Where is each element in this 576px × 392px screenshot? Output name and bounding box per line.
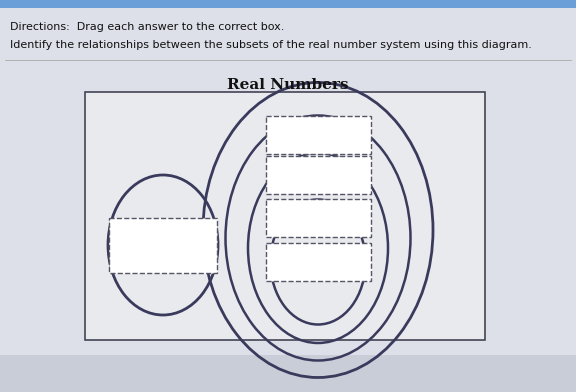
Bar (266, 199, 370, 237)
Bar (266, 116, 370, 154)
Text: Real Numbers: Real Numbers (228, 78, 348, 92)
Bar (85, 92, 485, 340)
Bar (0, 0, 576, 8)
Bar (109, 218, 217, 272)
Text: Identify the relationships between the subsets of the real number system using t: Identify the relationships between the s… (10, 40, 532, 50)
Bar (0, 355, 576, 392)
Bar (266, 156, 370, 194)
Bar (266, 243, 370, 281)
Text: Directions:  Drag each answer to the correct box.: Directions: Drag each answer to the corr… (10, 22, 285, 32)
